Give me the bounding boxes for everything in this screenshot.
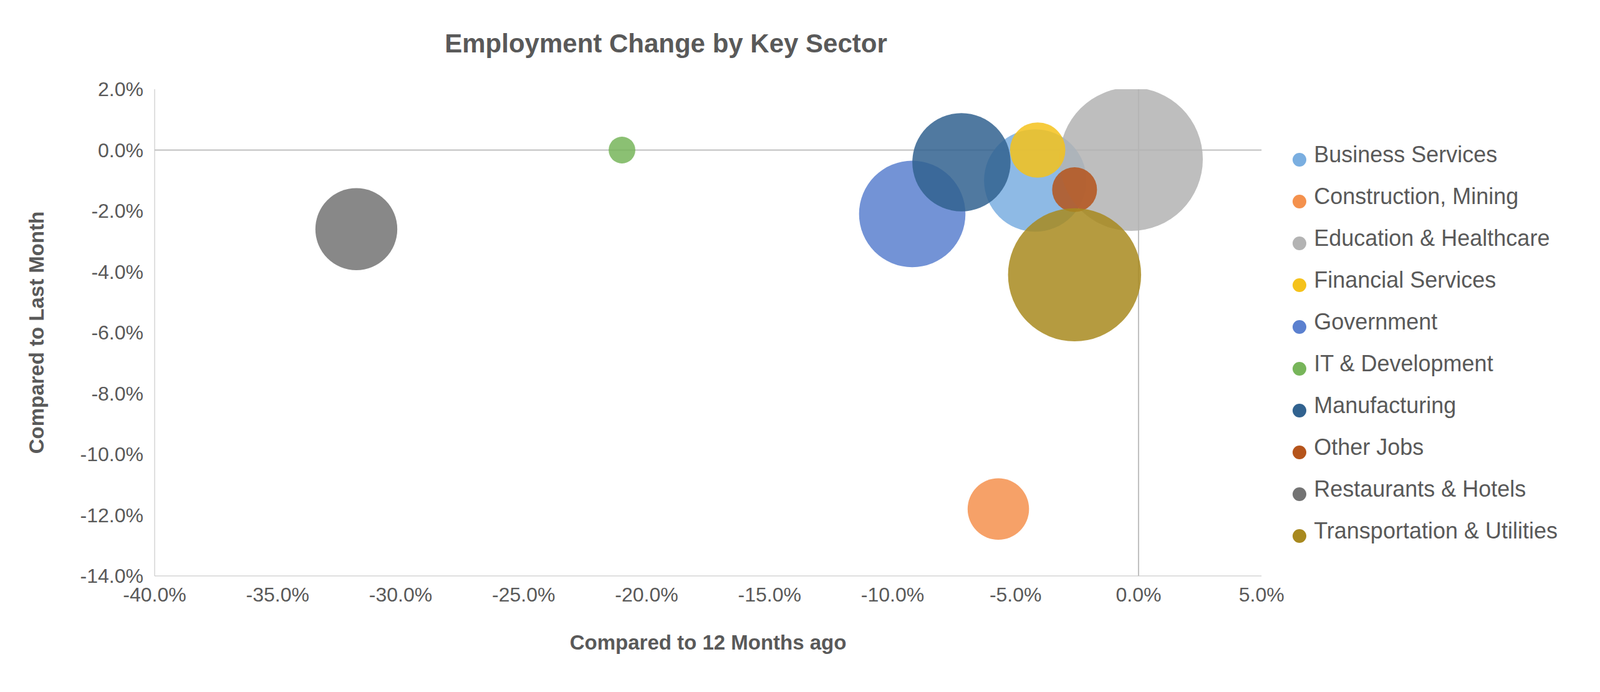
- svg-text:-6.0%: -6.0%: [91, 321, 144, 344]
- svg-text:Compared to 12 Months ago: Compared to 12 Months ago: [569, 630, 847, 654]
- html-text:Financial Services: Financial Services: [1313, 266, 1497, 293]
- svg-text:2.0%: 2.0%: [97, 77, 144, 101]
- svg-text:5.0%: 5.0%: [1238, 583, 1285, 606]
- html-text:Education & Healthcare: Education & Healthcare: [1313, 225, 1550, 251]
- html-text:Construction, Mining: Construction, Mining: [1313, 183, 1519, 209]
- svg-text:-4.0%: -4.0%: [91, 260, 144, 284]
- svg-text:-25.0%: -25.0%: [491, 583, 555, 606]
- svg-text:-8.0%: -8.0%: [91, 382, 144, 405]
- svg-text:0.0%: 0.0%: [1115, 583, 1162, 606]
- html-text:Other Jobs: Other Jobs: [1313, 433, 1424, 460]
- svg-text:-12.0%: -12.0%: [80, 503, 144, 527]
- svg-text:Compared to Last Month: Compared to Last Month: [24, 211, 49, 454]
- svg-text:-10.0%: -10.0%: [80, 442, 144, 466]
- svg-text:-20.0%: -20.0%: [614, 583, 678, 606]
- svg-text:-30.0%: -30.0%: [369, 583, 433, 606]
- svg-text:-14.0%: -14.0%: [80, 564, 144, 587]
- svg-text:0.0%: 0.0%: [97, 139, 144, 162]
- html-text:Government: Government: [1313, 308, 1438, 335]
- svg-text:-5.0%: -5.0%: [989, 583, 1042, 606]
- html-text:IT & Development: IT & Development: [1313, 350, 1494, 376]
- svg-text:-2.0%: -2.0%: [91, 199, 144, 222]
- html-text:Employment Change by Key Secto: Employment Change by Key Sector: [444, 28, 888, 58]
- svg-text:-35.0%: -35.0%: [246, 583, 310, 606]
- svg-text:-10.0%: -10.0%: [861, 583, 925, 606]
- html-text:Transportation & Utilities: Transportation & Utilities: [1313, 517, 1558, 544]
- html-text:Restaurants & Hotels: Restaurants & Hotels: [1313, 475, 1526, 502]
- html-text:Manufacturing: Manufacturing: [1313, 392, 1457, 418]
- html-text:Business Services: Business Services: [1313, 141, 1498, 168]
- svg-text:-40.0%: -40.0%: [123, 582, 187, 606]
- svg-text:-15.0%: -15.0%: [738, 583, 802, 606]
